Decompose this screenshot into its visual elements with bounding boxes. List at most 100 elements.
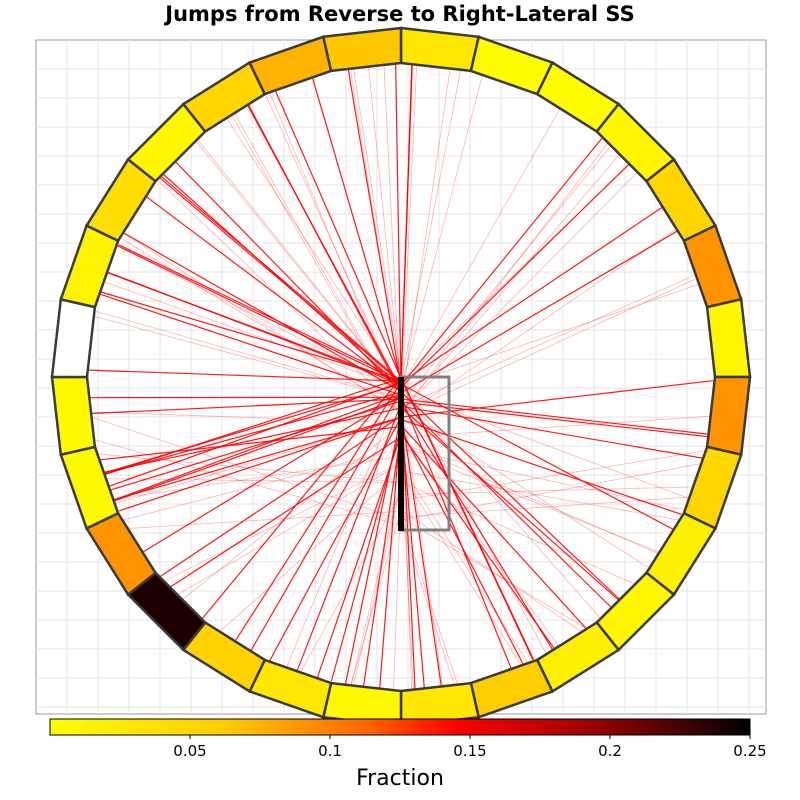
jump-line: [158, 180, 402, 413]
jump-line: [142, 394, 402, 553]
jump-line: [400, 395, 512, 670]
jump-line: [395, 64, 402, 388]
jump-line: [269, 93, 402, 405]
jump-line: [123, 233, 402, 414]
jump-line: [90, 411, 402, 424]
colorbar-tick-label: 0.05: [173, 742, 206, 760]
jump-line: [400, 68, 451, 407]
colorbar: 0.05 0.1 0.15 0.2 0.25 Fraction: [49, 718, 767, 791]
jump-line: [286, 389, 402, 668]
jump-line: [250, 390, 402, 651]
jump-line: [400, 405, 703, 459]
jump-line: [103, 281, 402, 388]
wheel-segment: [399, 26, 481, 73]
jump-line: [400, 397, 444, 687]
jump-line: [400, 391, 601, 618]
jump-line: [95, 310, 402, 399]
jump-line: [128, 510, 402, 529]
chart-title: Jumps from Reverse to Right-Lateral SS: [165, 2, 635, 26]
colorbar-ticks: 0.05 0.1 0.15 0.2 0.25: [173, 735, 767, 760]
jump-line: [316, 435, 402, 678]
jump-line: [114, 397, 402, 502]
jump-line: [400, 448, 660, 553]
jump-line: [368, 66, 402, 388]
jump-line: [226, 118, 402, 386]
jump-line: [311, 77, 402, 381]
jump-line: [195, 141, 402, 394]
jump-line: [160, 415, 402, 577]
jump-line: [117, 245, 402, 384]
jump-line: [350, 481, 402, 686]
jump-line: [383, 65, 402, 413]
jump-line: [275, 91, 402, 379]
jump-line: [247, 105, 402, 390]
jump-line: [400, 472, 522, 666]
jump-line: [100, 293, 402, 396]
jump-line: [91, 416, 402, 521]
jump-line: [400, 142, 608, 414]
jump-line: [161, 176, 402, 382]
jump-line: [104, 391, 402, 475]
jump-line: [379, 416, 402, 689]
jump-line: [400, 228, 677, 418]
jump-line: [353, 486, 402, 686]
jump-line: [400, 450, 705, 501]
jump-line: [98, 453, 402, 483]
colorbar-tick-label: 0.1: [318, 742, 342, 760]
jump-line: [177, 463, 402, 596]
jump-line: [219, 470, 402, 632]
jump-line: [169, 436, 402, 588]
jump-line: [103, 407, 402, 473]
jump-line: [121, 238, 402, 412]
jump-line: [400, 401, 708, 438]
jump-line: [400, 465, 528, 663]
colorbar-tick-label: 0.2: [598, 742, 622, 760]
jump-line: [89, 369, 402, 382]
jump-line: [400, 283, 700, 388]
wheel-segment: [321, 26, 403, 73]
jump-line: [164, 462, 402, 582]
jump-line: [113, 393, 402, 501]
colorbar-label: Fraction: [356, 766, 444, 791]
jump-line: [400, 424, 587, 629]
jump-line: [400, 433, 560, 647]
wheel-segment: [705, 297, 752, 379]
jump-line: [95, 439, 402, 526]
jump-line: [400, 206, 663, 384]
jump-line: [400, 470, 679, 521]
jump-line: [123, 448, 402, 521]
jump-line: [299, 493, 402, 673]
jump-line: [400, 441, 659, 554]
jump-line: [349, 69, 402, 389]
jump-line: [400, 402, 554, 651]
jump-line: [400, 391, 621, 600]
jump-line: [400, 400, 612, 608]
jump-line: [362, 431, 402, 687]
jump-line: [400, 415, 711, 438]
jump-line: [146, 196, 402, 389]
jump-line: [400, 383, 674, 530]
jump-line: [347, 69, 402, 386]
jump-line: [400, 172, 637, 412]
jump-line: [400, 145, 612, 404]
jump-line: [105, 478, 402, 483]
jump-line: [104, 377, 402, 476]
jump-line: [400, 70, 461, 383]
jump-line: [114, 416, 402, 501]
jump-line: [400, 481, 635, 585]
jump-line: [91, 398, 402, 415]
jump-line: [108, 381, 402, 487]
colorbar-tick-label: 0.15: [453, 742, 486, 760]
jump-line: [160, 177, 402, 383]
colorbar-ramp: [49, 718, 751, 736]
jump-line: [265, 95, 402, 396]
jump-line: [106, 271, 402, 385]
jump-line: [400, 406, 620, 601]
jump-line: [400, 377, 535, 660]
jump-line: [231, 114, 402, 414]
jump-line: [350, 509, 402, 686]
wheel-segment: [50, 297, 97, 379]
jump-line: [400, 108, 561, 389]
jump-line: [400, 230, 678, 394]
